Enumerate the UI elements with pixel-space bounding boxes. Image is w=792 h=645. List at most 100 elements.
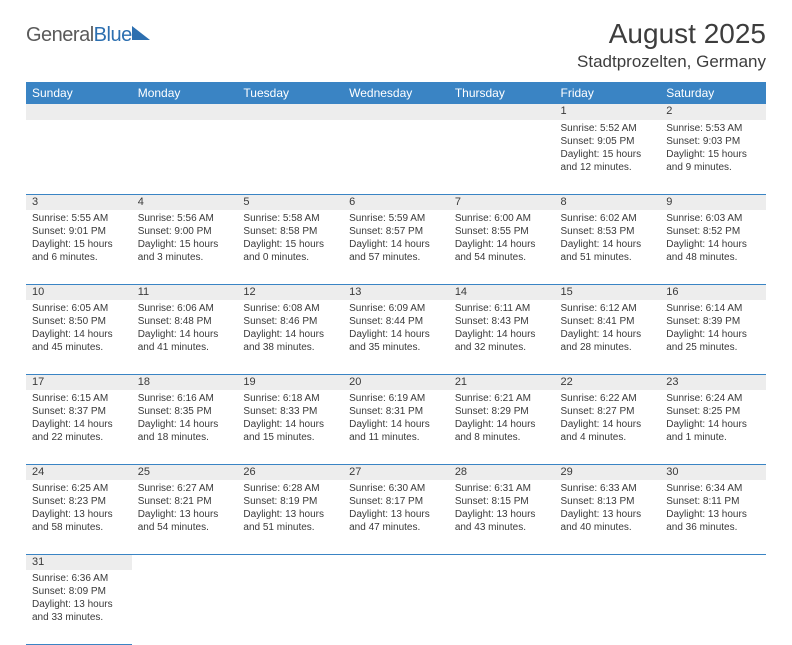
day-detail-cell: [660, 570, 766, 644]
day-detail-cell: Sunrise: 5:58 AMSunset: 8:58 PMDaylight:…: [237, 210, 343, 284]
daylight-text: Daylight: 14 hours and 32 minutes.: [455, 328, 549, 354]
daylight-text: Daylight: 14 hours and 22 minutes.: [32, 418, 126, 444]
sail-icon: [132, 26, 150, 40]
daylight-text: Daylight: 15 hours and 3 minutes.: [138, 238, 232, 264]
sunset-text: Sunset: 9:01 PM: [32, 225, 126, 238]
day-header: Saturday: [660, 82, 766, 104]
logo-part1: General: [26, 24, 94, 46]
location: Stadtprozelten, Germany: [577, 52, 766, 72]
day-detail-cell: Sunrise: 5:52 AMSunset: 9:05 PMDaylight:…: [555, 120, 661, 194]
day-number-cell: [555, 554, 661, 570]
day-number-cell: 23: [660, 374, 766, 390]
sunrise-text: Sunrise: 6:18 AM: [243, 392, 337, 405]
day-detail-cell: Sunrise: 6:03 AMSunset: 8:52 PMDaylight:…: [660, 210, 766, 284]
page-header: GeneralBlue August 2025 Stadtprozelten, …: [26, 18, 766, 72]
day-number-cell: 15: [555, 284, 661, 300]
day-detail-cell: Sunrise: 6:27 AMSunset: 8:21 PMDaylight:…: [132, 480, 238, 554]
sunset-text: Sunset: 8:27 PM: [561, 405, 655, 418]
daylight-text: Daylight: 15 hours and 0 minutes.: [243, 238, 337, 264]
daylight-text: Daylight: 13 hours and 58 minutes.: [32, 508, 126, 534]
day-header: Sunday: [26, 82, 132, 104]
sunrise-text: Sunrise: 6:24 AM: [666, 392, 760, 405]
day-detail-cell: Sunrise: 6:14 AMSunset: 8:39 PMDaylight:…: [660, 300, 766, 374]
day-number-cell: [237, 104, 343, 120]
sunrise-text: Sunrise: 6:19 AM: [349, 392, 443, 405]
day-number-cell: 28: [449, 464, 555, 480]
sunset-text: Sunset: 8:48 PM: [138, 315, 232, 328]
day-number-cell: 19: [237, 374, 343, 390]
day-detail-cell: Sunrise: 6:21 AMSunset: 8:29 PMDaylight:…: [449, 390, 555, 464]
sunset-text: Sunset: 9:05 PM: [561, 135, 655, 148]
daylight-text: Daylight: 13 hours and 36 minutes.: [666, 508, 760, 534]
day-number-cell: 17: [26, 374, 132, 390]
day-detail-cell: [555, 570, 661, 644]
sunset-text: Sunset: 8:55 PM: [455, 225, 549, 238]
day-number-cell: 2: [660, 104, 766, 120]
day-detail-cell: Sunrise: 6:33 AMSunset: 8:13 PMDaylight:…: [555, 480, 661, 554]
day-detail-cell: [237, 120, 343, 194]
day-number-cell: 22: [555, 374, 661, 390]
day-detail-cell: Sunrise: 6:30 AMSunset: 8:17 PMDaylight:…: [343, 480, 449, 554]
sunset-text: Sunset: 8:39 PM: [666, 315, 760, 328]
day-number-cell: 29: [555, 464, 661, 480]
sunrise-text: Sunrise: 6:31 AM: [455, 482, 549, 495]
day-number-cell: 12: [237, 284, 343, 300]
day-detail-cell: Sunrise: 6:31 AMSunset: 8:15 PMDaylight:…: [449, 480, 555, 554]
day-number-cell: [26, 104, 132, 120]
day-number-cell: 20: [343, 374, 449, 390]
daylight-text: Daylight: 14 hours and 8 minutes.: [455, 418, 549, 444]
detail-row: Sunrise: 6:05 AMSunset: 8:50 PMDaylight:…: [26, 300, 766, 374]
sunset-text: Sunset: 8:17 PM: [349, 495, 443, 508]
title-block: August 2025 Stadtprozelten, Germany: [577, 18, 766, 72]
day-number-cell: [449, 104, 555, 120]
daylight-text: Daylight: 14 hours and 51 minutes.: [561, 238, 655, 264]
detail-row: Sunrise: 5:55 AMSunset: 9:01 PMDaylight:…: [26, 210, 766, 284]
sunset-text: Sunset: 8:31 PM: [349, 405, 443, 418]
day-detail-cell: Sunrise: 6:08 AMSunset: 8:46 PMDaylight:…: [237, 300, 343, 374]
sunset-text: Sunset: 8:53 PM: [561, 225, 655, 238]
daylight-text: Daylight: 14 hours and 11 minutes.: [349, 418, 443, 444]
day-number-cell: 27: [343, 464, 449, 480]
sunrise-text: Sunrise: 6:27 AM: [138, 482, 232, 495]
sunrise-text: Sunrise: 5:55 AM: [32, 212, 126, 225]
sunrise-text: Sunrise: 6:02 AM: [561, 212, 655, 225]
daylight-text: Daylight: 14 hours and 41 minutes.: [138, 328, 232, 354]
calendar-table: SundayMondayTuesdayWednesdayThursdayFrid…: [26, 82, 766, 645]
sunrise-text: Sunrise: 6:11 AM: [455, 302, 549, 315]
day-number-cell: [132, 554, 238, 570]
sunset-text: Sunset: 8:37 PM: [32, 405, 126, 418]
detail-row: Sunrise: 6:36 AMSunset: 8:09 PMDaylight:…: [26, 570, 766, 644]
day-number-cell: 7: [449, 194, 555, 210]
sunrise-text: Sunrise: 5:53 AM: [666, 122, 760, 135]
daynum-row: 10111213141516: [26, 284, 766, 300]
daylight-text: Daylight: 14 hours and 45 minutes.: [32, 328, 126, 354]
day-number-cell: [343, 554, 449, 570]
day-detail-cell: [237, 570, 343, 644]
logo: GeneralBlue: [26, 24, 150, 47]
calendar-body: 12 Sunrise: 5:52 AMSunset: 9:05 PMDayligh…: [26, 104, 766, 644]
sunset-text: Sunset: 9:03 PM: [666, 135, 760, 148]
logo-part2: Blue: [94, 24, 132, 46]
daylight-text: Daylight: 15 hours and 6 minutes.: [32, 238, 126, 264]
day-detail-cell: Sunrise: 6:34 AMSunset: 8:11 PMDaylight:…: [660, 480, 766, 554]
sunrise-text: Sunrise: 5:56 AM: [138, 212, 232, 225]
daylight-text: Daylight: 14 hours and 4 minutes.: [561, 418, 655, 444]
sunrise-text: Sunrise: 6:21 AM: [455, 392, 549, 405]
sunrise-text: Sunrise: 6:06 AM: [138, 302, 232, 315]
day-detail-cell: Sunrise: 6:09 AMSunset: 8:44 PMDaylight:…: [343, 300, 449, 374]
daylight-text: Daylight: 14 hours and 54 minutes.: [455, 238, 549, 264]
daynum-row: 3456789: [26, 194, 766, 210]
day-detail-cell: [449, 120, 555, 194]
sunset-text: Sunset: 8:43 PM: [455, 315, 549, 328]
day-number-cell: 14: [449, 284, 555, 300]
day-number-cell: 5: [237, 194, 343, 210]
day-number-cell: 24: [26, 464, 132, 480]
day-number-cell: 13: [343, 284, 449, 300]
day-detail-cell: [132, 120, 238, 194]
day-detail-cell: Sunrise: 6:22 AMSunset: 8:27 PMDaylight:…: [555, 390, 661, 464]
day-detail-cell: Sunrise: 6:02 AMSunset: 8:53 PMDaylight:…: [555, 210, 661, 284]
sunset-text: Sunset: 8:11 PM: [666, 495, 760, 508]
daylight-text: Daylight: 14 hours and 28 minutes.: [561, 328, 655, 354]
day-detail-cell: Sunrise: 5:55 AMSunset: 9:01 PMDaylight:…: [26, 210, 132, 284]
sunset-text: Sunset: 8:19 PM: [243, 495, 337, 508]
